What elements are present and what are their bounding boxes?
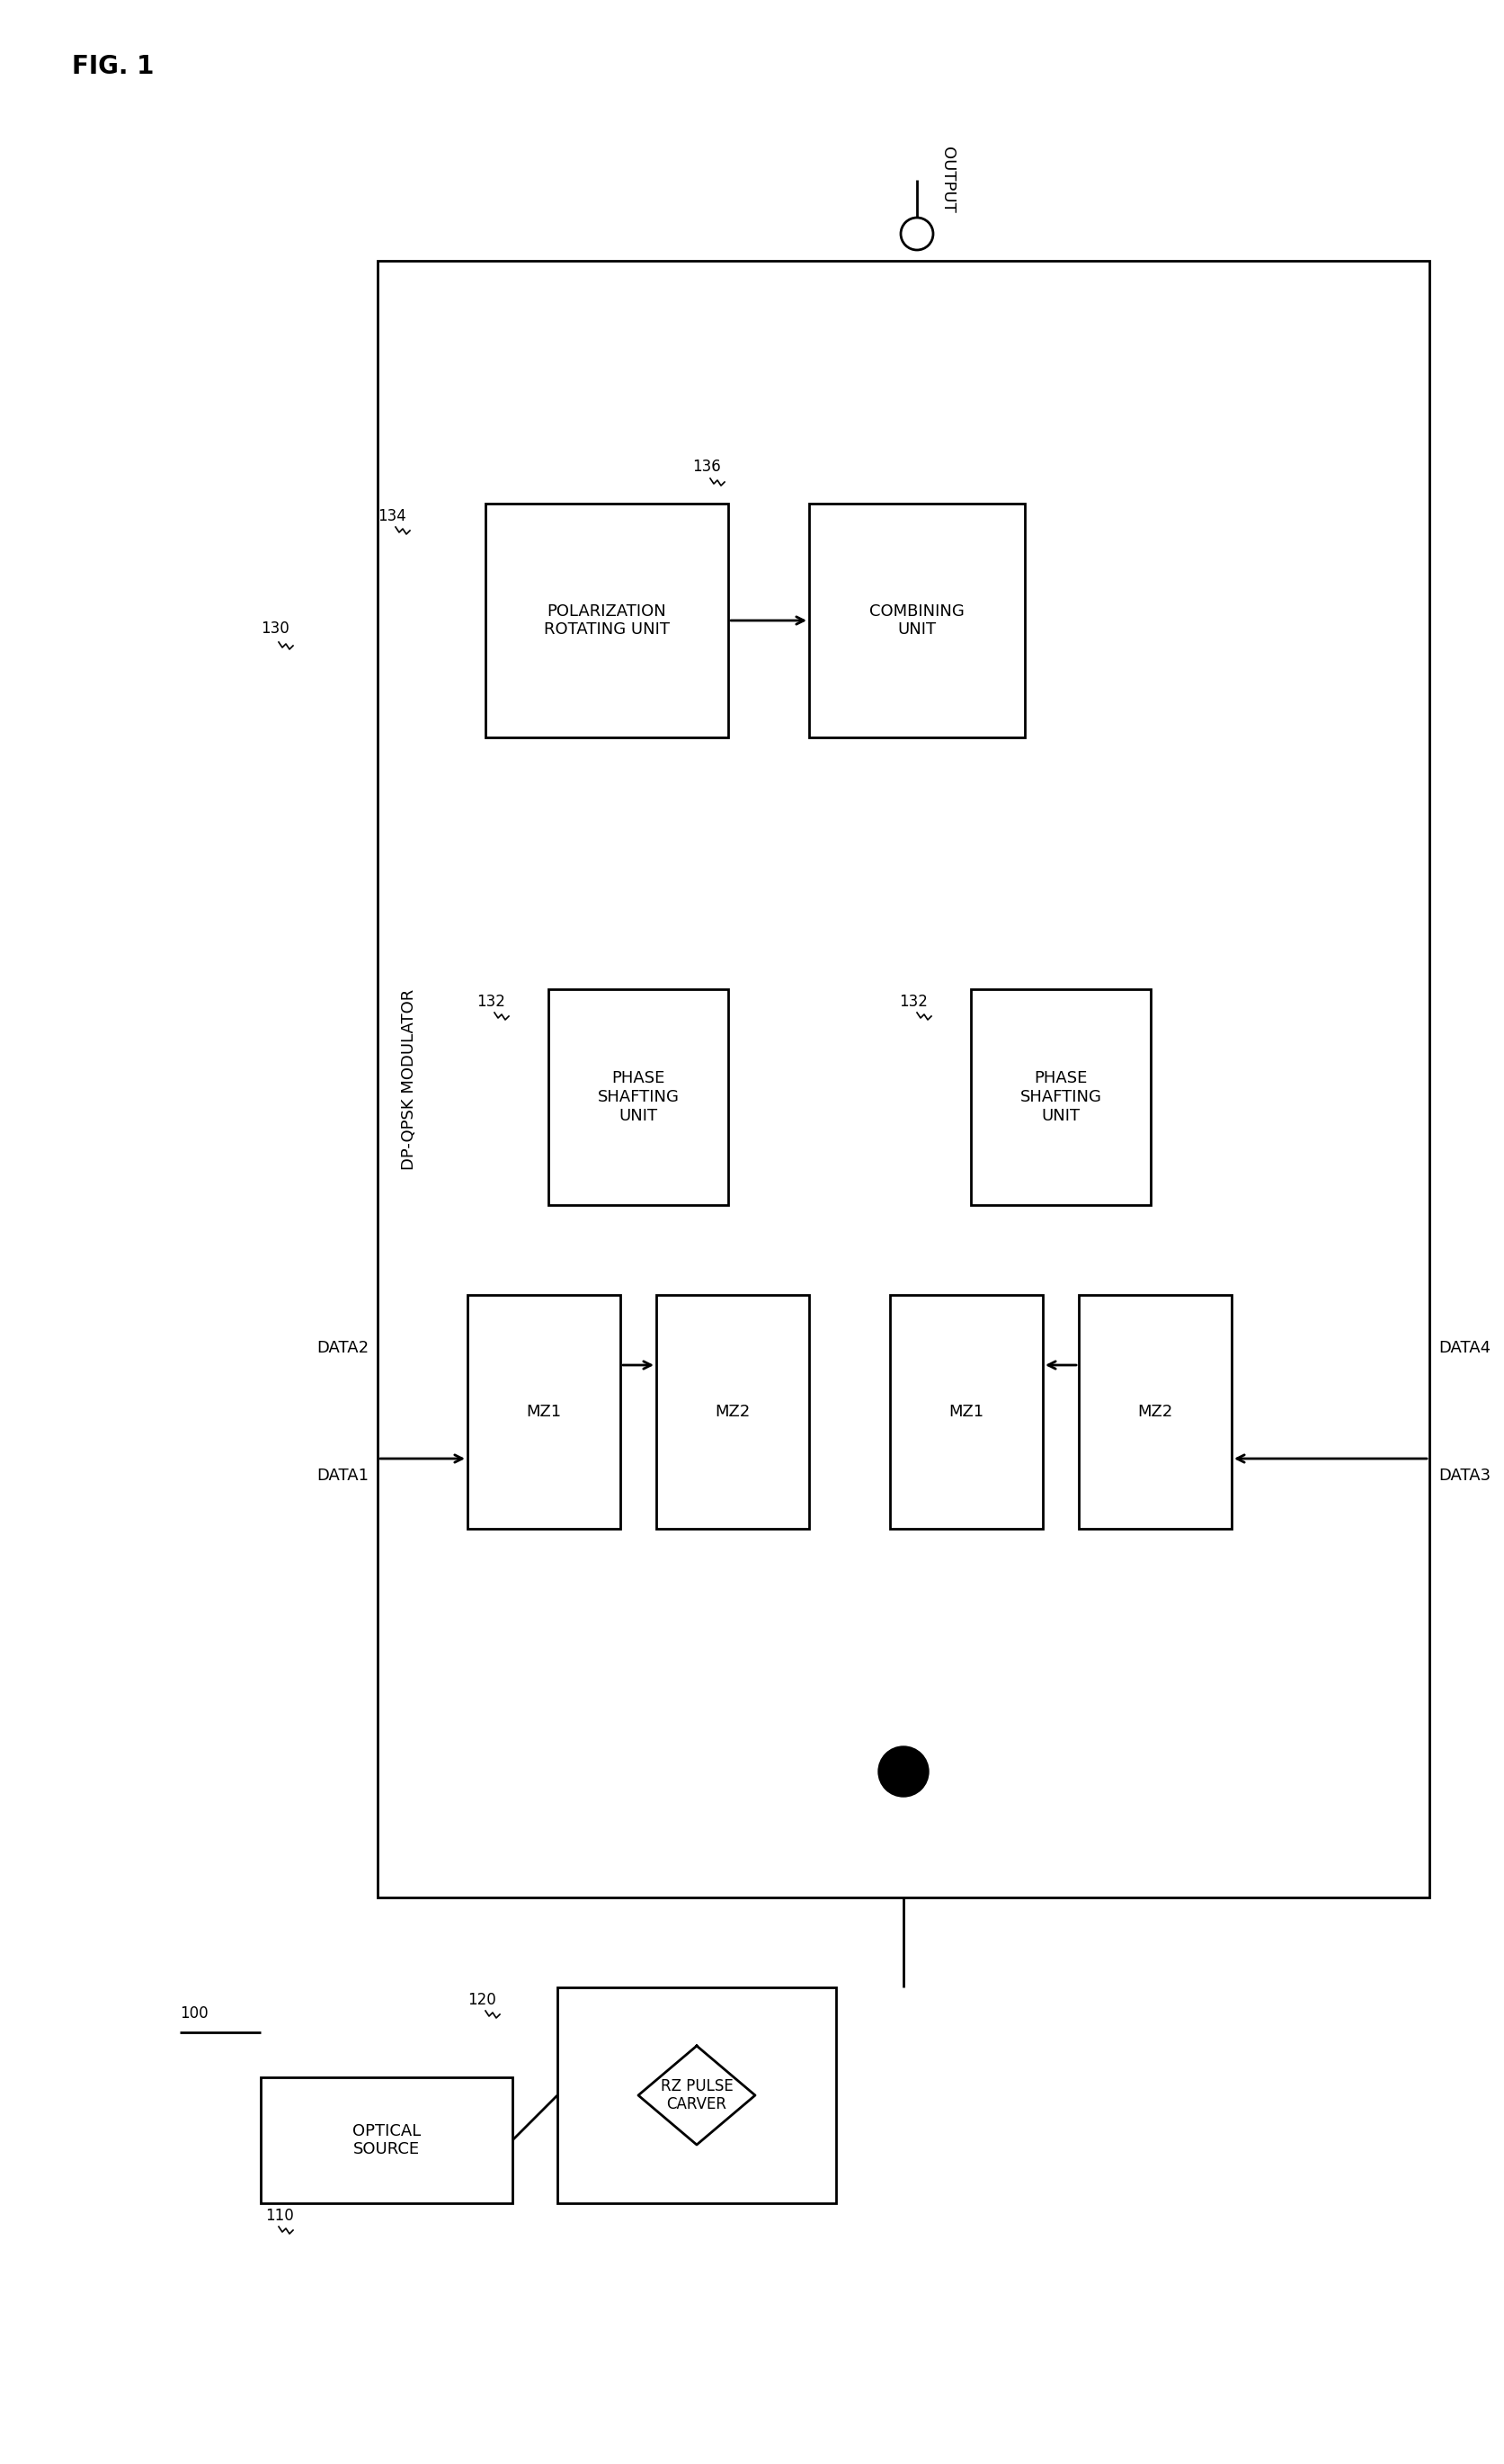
Text: DP-QPSK MODULATOR: DP-QPSK MODULATOR — [402, 988, 417, 1170]
Text: 132: 132 — [899, 993, 928, 1010]
Text: FIG. 1: FIG. 1 — [72, 54, 153, 79]
Text: 132: 132 — [477, 993, 505, 1010]
Text: 110: 110 — [265, 2208, 293, 2225]
Text: DATA3: DATA3 — [1438, 1469, 1490, 1483]
Text: OPTICAL
SOURCE: OPTICAL SOURCE — [352, 2124, 421, 2158]
Bar — [1078, 1296, 1232, 1528]
Bar — [558, 1988, 836, 2203]
Text: MZ1: MZ1 — [526, 1404, 561, 1419]
Text: 136: 136 — [692, 458, 720, 476]
Polygon shape — [638, 2045, 755, 2144]
Text: OUTPUT: OUTPUT — [940, 148, 955, 212]
Bar — [260, 2077, 513, 2203]
Bar — [549, 988, 728, 1205]
Text: 120: 120 — [468, 1991, 496, 2008]
Text: PHASE
SHAFTING
UNIT: PHASE SHAFTING UNIT — [597, 1069, 680, 1124]
Bar — [468, 1296, 620, 1528]
Circle shape — [878, 1747, 928, 1796]
Text: DATA2: DATA2 — [316, 1340, 368, 1355]
Bar — [656, 1296, 809, 1528]
Text: COMBINING
UNIT: COMBINING UNIT — [869, 604, 964, 638]
Text: RZ PULSE
CARVER: RZ PULSE CARVER — [660, 2077, 732, 2112]
Bar — [486, 503, 728, 737]
Bar — [809, 503, 1024, 737]
Text: MZ2: MZ2 — [1137, 1404, 1173, 1419]
Bar — [378, 261, 1429, 1897]
Text: 130: 130 — [260, 621, 289, 636]
Text: DATA1: DATA1 — [316, 1469, 368, 1483]
Text: POLARIZATION
ROTATING UNIT: POLARIZATION ROTATING UNIT — [544, 604, 669, 638]
Text: 134: 134 — [378, 508, 406, 525]
Circle shape — [901, 217, 932, 249]
Bar — [890, 1296, 1042, 1528]
Bar — [972, 988, 1151, 1205]
Text: 100: 100 — [180, 2006, 208, 2020]
Text: MZ2: MZ2 — [714, 1404, 750, 1419]
Text: PHASE
SHAFTING
UNIT: PHASE SHAFTING UNIT — [1020, 1069, 1101, 1124]
Text: DATA4: DATA4 — [1438, 1340, 1490, 1355]
Text: MZ1: MZ1 — [949, 1404, 984, 1419]
